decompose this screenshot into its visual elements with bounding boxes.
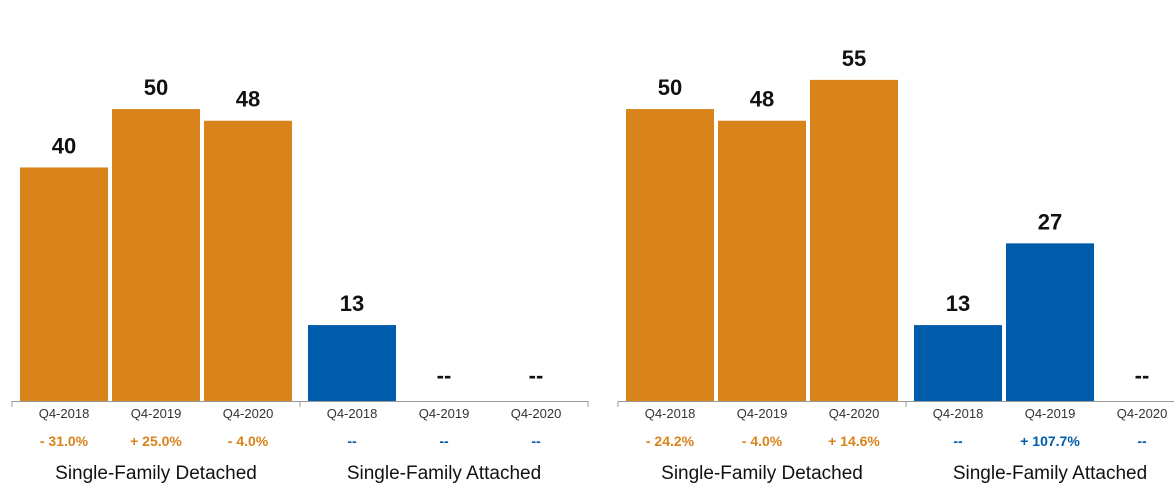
- bar-0-1-0: [308, 325, 396, 401]
- bar-1-0-2: [810, 79, 898, 401]
- change-label: - 4.0%: [742, 433, 783, 449]
- x-tick-label: Q4-2019: [419, 406, 470, 421]
- value-label: 55: [842, 46, 866, 71]
- change-label: --: [347, 433, 357, 449]
- x-tick-label: Q4-2018: [645, 406, 696, 421]
- value-label: 13: [340, 291, 364, 316]
- x-tick-label: Q4-2019: [131, 406, 182, 421]
- change-label: - 31.0%: [40, 433, 89, 449]
- group-label: Single-Family Attached: [953, 463, 1147, 484]
- bar-1-1-0: [914, 325, 1002, 401]
- x-tick-label: Q4-2018: [327, 406, 378, 421]
- value-label: 48: [236, 87, 260, 112]
- change-label: + 14.6%: [828, 433, 880, 449]
- value-label: 13: [946, 291, 970, 316]
- bar-1-1-1: [1006, 243, 1094, 401]
- bar-1-0-1: [718, 120, 806, 401]
- change-label: --: [531, 433, 541, 449]
- group-label: Single-Family Detached: [55, 463, 257, 484]
- change-label: --: [439, 433, 449, 449]
- change-label: --: [1137, 433, 1147, 449]
- x-tick-label: Q4-2019: [1025, 406, 1076, 421]
- change-label: + 107.7%: [1020, 433, 1080, 449]
- bar-0-0-1: [112, 109, 200, 401]
- bar-0-0-0: [20, 167, 108, 401]
- value-label: --: [529, 363, 544, 388]
- group-label: Single-Family Detached: [661, 463, 863, 484]
- bar-0-0-2: [204, 120, 292, 401]
- value-label: 50: [658, 75, 682, 100]
- change-label: - 24.2%: [646, 433, 695, 449]
- change-label: - 4.0%: [228, 433, 269, 449]
- value-label: --: [437, 363, 452, 388]
- x-tick-label: Q4-2019: [737, 406, 788, 421]
- change-label: + 25.0%: [130, 433, 182, 449]
- value-label: --: [1135, 363, 1150, 388]
- bar-1-0-0: [626, 109, 714, 401]
- x-tick-label: Q4-2018: [933, 406, 984, 421]
- value-label: 40: [52, 133, 76, 158]
- x-tick-label: Q4-2020: [829, 406, 880, 421]
- group-label: Single-Family Attached: [347, 463, 541, 484]
- value-label: 50: [144, 75, 168, 100]
- value-label: 27: [1038, 209, 1062, 234]
- x-tick-label: Q4-2020: [223, 406, 274, 421]
- x-tick-label: Q4-2020: [511, 406, 562, 421]
- value-label: 48: [750, 87, 774, 112]
- x-tick-label: Q4-2020: [1117, 406, 1168, 421]
- change-label: --: [953, 433, 963, 449]
- x-tick-label: Q4-2018: [39, 406, 90, 421]
